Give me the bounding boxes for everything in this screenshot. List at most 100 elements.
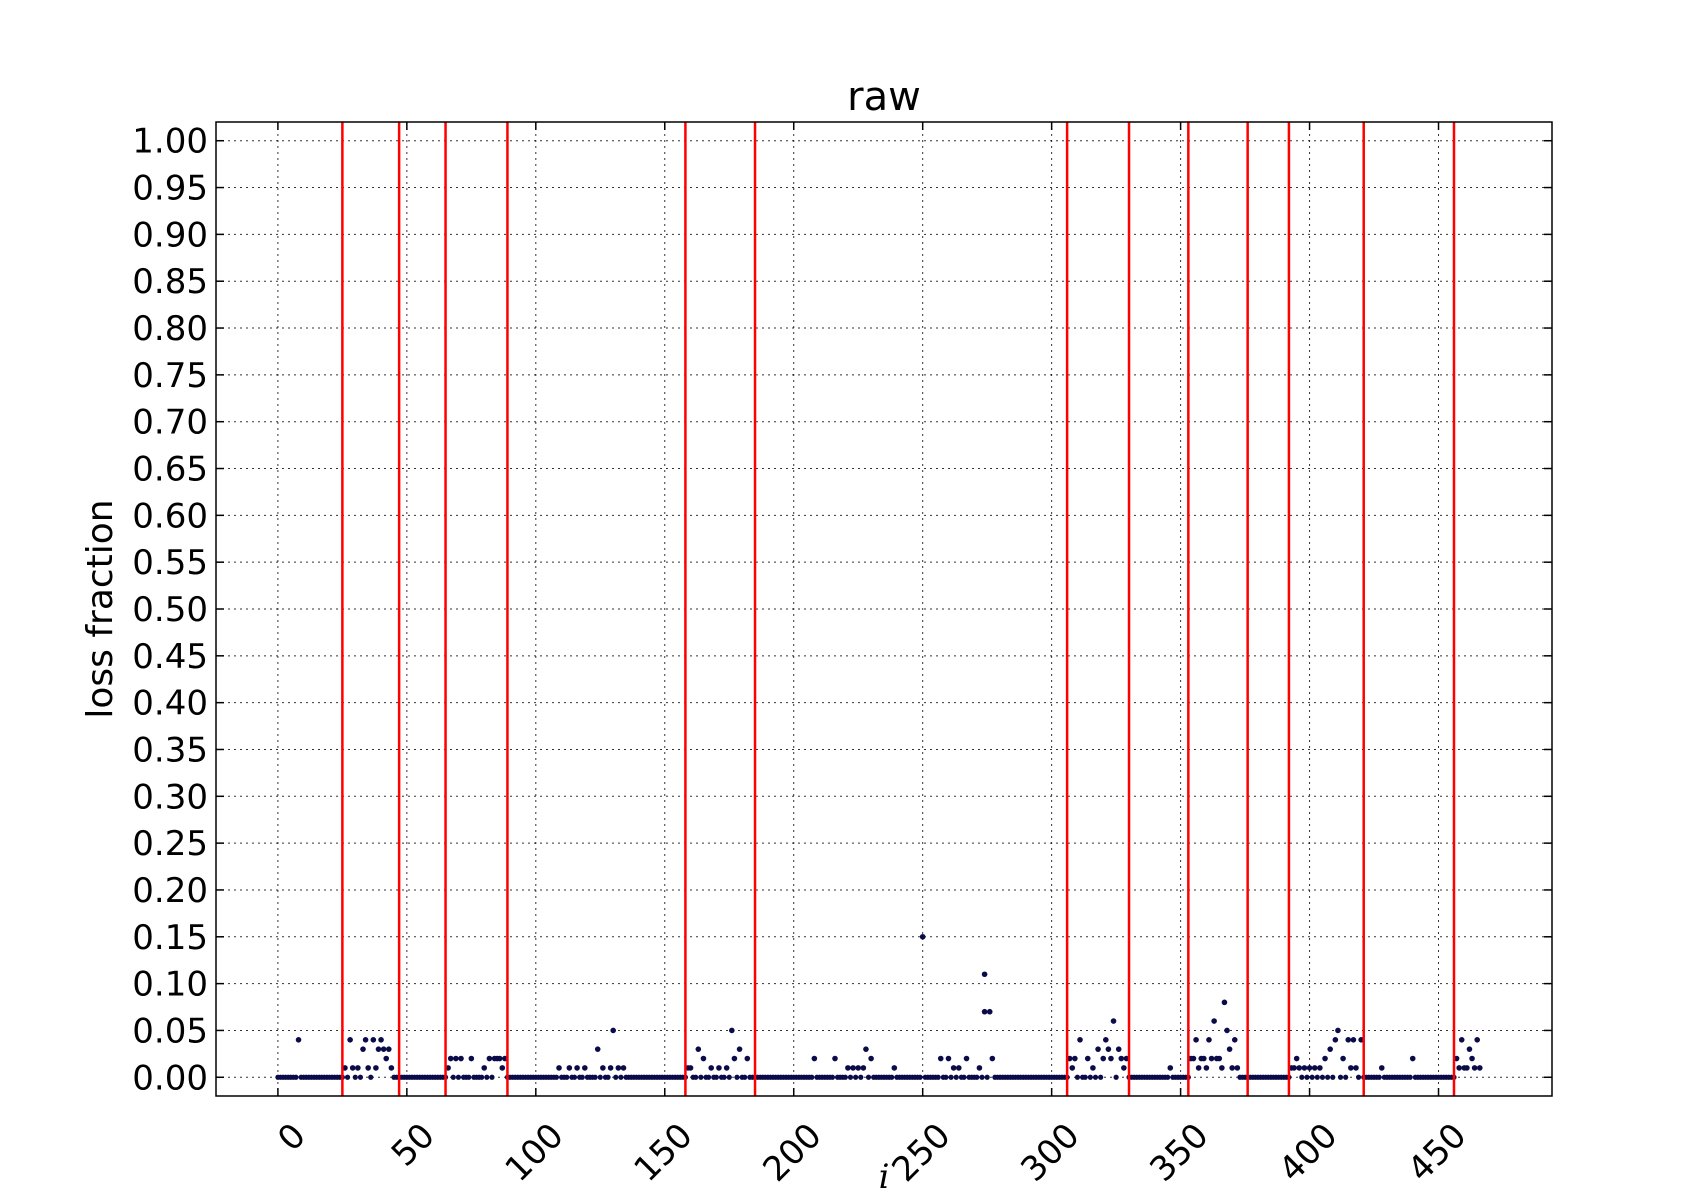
data-point [1105, 1046, 1112, 1052]
data-point [708, 1065, 714, 1071]
y-tick-label: 0.00 [132, 1058, 208, 1098]
y-tick-label: 0.85 [132, 262, 208, 302]
data-point-zero [935, 1074, 941, 1080]
data-point-zero [1092, 1074, 1099, 1080]
data-point-zero [592, 1074, 598, 1080]
y-tick-label: 0.30 [132, 777, 208, 817]
data-point [574, 1065, 580, 1071]
data-point-zero [352, 1074, 358, 1080]
data-point [744, 1055, 751, 1062]
data-point [1291, 1065, 1297, 1071]
data-point [556, 1065, 562, 1071]
data-point-zero [948, 1074, 954, 1080]
data-point-zero [979, 1074, 985, 1080]
data-point-zero [693, 1074, 699, 1080]
data-point [976, 1065, 983, 1071]
data-point [986, 1008, 993, 1015]
data-point-zero [853, 1074, 859, 1080]
data-point [378, 1037, 384, 1043]
data-point [1456, 1065, 1462, 1071]
data-point [1234, 1065, 1241, 1071]
data-point [729, 1027, 735, 1034]
data-point-zero [713, 1074, 719, 1080]
data-point-zero [466, 1074, 472, 1080]
data-point-zero [597, 1074, 603, 1080]
data-point [1317, 1065, 1323, 1071]
y-tick-label: 0.20 [132, 871, 208, 911]
x-axis-label: i [879, 1157, 890, 1197]
data-point-zero [742, 1074, 748, 1080]
data-point [1409, 1055, 1416, 1062]
data-point [349, 1065, 356, 1071]
data-point [1224, 1027, 1230, 1034]
y-tick-label: 0.55 [132, 543, 208, 583]
data-point [607, 1065, 614, 1071]
data-point-zero [489, 1074, 495, 1080]
data-point [388, 1065, 395, 1071]
data-point [1219, 1065, 1225, 1071]
data-point [919, 933, 926, 940]
y-tick-label: 0.40 [132, 684, 208, 724]
data-point-zero [579, 1074, 585, 1080]
data-point-zero [943, 1074, 949, 1080]
data-point [981, 1008, 988, 1015]
data-point-zero [1087, 1074, 1093, 1080]
data-point-zero [564, 1074, 570, 1080]
data-point [295, 1037, 302, 1043]
data-point-zero [1304, 1074, 1310, 1080]
data-point-zero [698, 1074, 704, 1080]
data-point-zero [553, 1074, 560, 1080]
data-point [863, 1046, 869, 1052]
data-point [1466, 1046, 1473, 1052]
data-point [355, 1065, 361, 1071]
data-point [380, 1046, 387, 1052]
data-point [1077, 1037, 1083, 1043]
y-tick-label: 0.75 [132, 356, 208, 396]
data-point [1100, 1055, 1107, 1062]
data-point-zero [1299, 1074, 1305, 1080]
data-point-zero [1325, 1074, 1331, 1080]
y-tick-label: 0.45 [132, 637, 208, 677]
data-point [1069, 1065, 1076, 1071]
data-point [1348, 1065, 1354, 1071]
data-point [1311, 1065, 1318, 1071]
data-point [1103, 1037, 1109, 1043]
data-point [687, 1065, 694, 1071]
data-point [1206, 1037, 1212, 1043]
data-point-zero [917, 1074, 923, 1080]
data-point [1193, 1037, 1199, 1043]
data-point [1293, 1055, 1300, 1062]
chart-title: raw [847, 74, 921, 120]
data-point [981, 971, 988, 978]
y-axis-label: loss fraction [80, 499, 121, 718]
data-point-zero [1113, 1074, 1119, 1080]
data-point-zero [479, 1074, 485, 1080]
data-point [950, 1065, 957, 1071]
data-point [600, 1065, 606, 1071]
data-point [458, 1055, 464, 1062]
data-point [1110, 1018, 1117, 1024]
data-point [1195, 1065, 1202, 1071]
data-point-zero [847, 1074, 854, 1080]
data-point [1353, 1065, 1359, 1071]
data-point-zero [842, 1074, 848, 1080]
data-point-zero [455, 1074, 462, 1080]
data-point [1322, 1055, 1328, 1062]
data-point [955, 1065, 962, 1071]
data-point [610, 1027, 616, 1034]
data-point [1072, 1055, 1078, 1062]
data-point [370, 1037, 377, 1043]
data-point-zero [1337, 1074, 1344, 1080]
data-point [1115, 1046, 1122, 1052]
data-point [1306, 1065, 1313, 1071]
data-point [373, 1065, 379, 1071]
data-point [1332, 1037, 1339, 1043]
data-point [453, 1055, 459, 1062]
data-point [1296, 1065, 1303, 1071]
data-point [1190, 1055, 1197, 1062]
y-tick-label: 0.60 [132, 496, 208, 536]
data-points [295, 933, 1483, 1071]
data-point [1090, 1065, 1096, 1071]
data-point [1121, 1065, 1127, 1071]
